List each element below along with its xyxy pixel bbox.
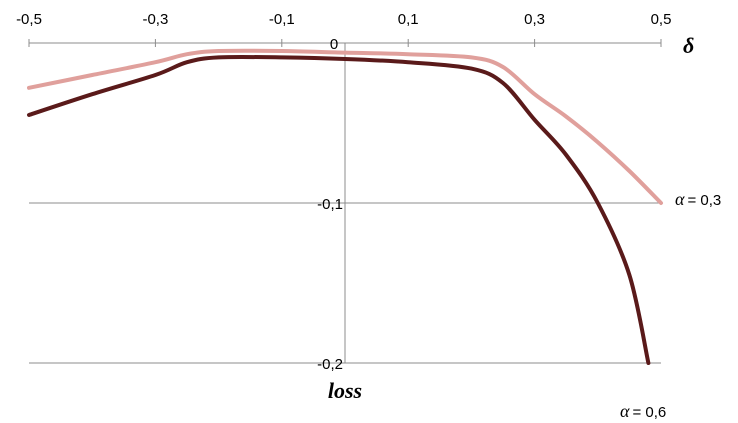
x-tick-label: -0,1: [269, 11, 295, 28]
x-tick-label: -0,3: [142, 11, 168, 28]
x-tick-label: -0,5: [16, 11, 42, 28]
x-tick-label: 0,3: [524, 11, 545, 28]
y-tick-label: -0,2: [317, 356, 343, 373]
y-tick-label: 0: [330, 36, 338, 53]
x-tick-label: 0,1: [398, 11, 419, 28]
x-axis-label: δ: [683, 33, 694, 58]
x-tick-label: 0,5: [651, 11, 672, 28]
grid-lines: [29, 39, 661, 363]
y-axis-label: loss: [328, 378, 362, 403]
series-label-1: α = 0,3: [675, 189, 721, 209]
y-tick-label: -0,1: [317, 196, 343, 213]
series-label-2: α = 0,6: [620, 401, 666, 421]
tick-labels: -0,5 -0,3 -0,1 0,1 0,3 0,5 0 -0,1 -0,2: [16, 11, 671, 373]
